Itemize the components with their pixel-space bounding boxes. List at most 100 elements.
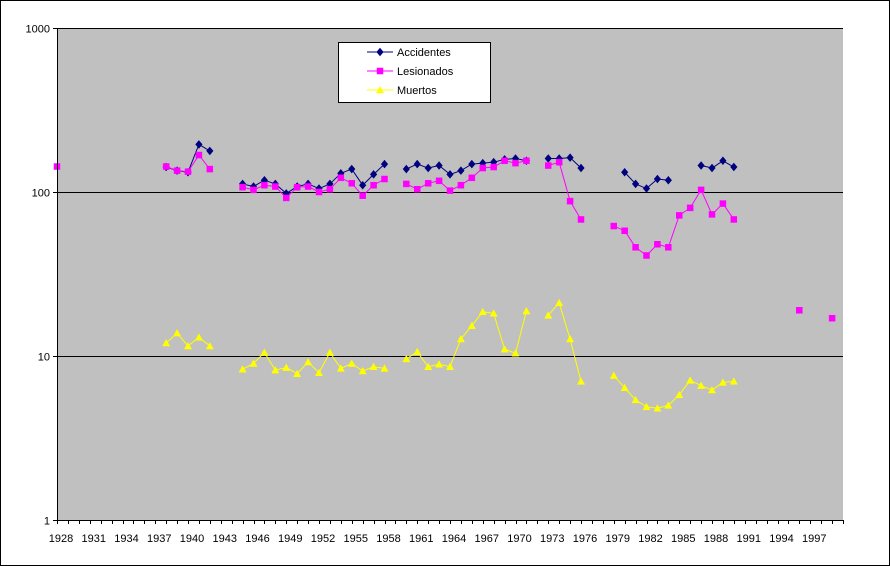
x-tick-label: 1970 [507, 533, 531, 545]
data-point [457, 166, 465, 175]
data-point [282, 363, 291, 371]
data-point [424, 362, 433, 370]
data-point [413, 347, 422, 356]
data-point [435, 161, 443, 170]
data-point [610, 222, 617, 230]
data-point [369, 170, 378, 179]
data-point [304, 183, 312, 190]
legend-item: Lesionados [367, 66, 454, 78]
legend-swatch-marker [376, 47, 384, 57]
data-point [828, 314, 836, 322]
data-point [250, 186, 257, 194]
series-segment [558, 302, 571, 340]
data-point [686, 376, 695, 384]
x-tick-label: 1943 [213, 533, 237, 545]
data-point [708, 211, 716, 218]
data-point [664, 175, 672, 185]
x-tick-label: 1973 [540, 533, 564, 545]
y-tick-label: 100 [32, 188, 50, 200]
x-tick-label: 1988 [704, 533, 728, 545]
y-tick-label: 1 [44, 516, 50, 528]
data-point [424, 180, 432, 187]
data-point [457, 181, 465, 189]
data-point [697, 186, 705, 194]
data-point [173, 328, 182, 337]
data-point [183, 341, 193, 350]
data-point [414, 185, 421, 193]
data-point [479, 164, 486, 172]
data-point [729, 377, 738, 385]
data-point [555, 158, 563, 166]
data-point [697, 161, 705, 170]
data-point [446, 170, 454, 179]
data-point [435, 177, 443, 185]
legend-label: Muertos [397, 85, 437, 97]
data-point [424, 163, 432, 173]
data-point [566, 197, 574, 205]
data-point [643, 252, 650, 259]
data-point [283, 194, 290, 202]
legend-swatch-marker [376, 67, 384, 75]
data-point [195, 151, 203, 159]
data-point [304, 357, 313, 366]
data-point [609, 371, 618, 379]
data-point [205, 341, 214, 350]
x-tick-label: 1985 [671, 533, 695, 545]
data-point [467, 321, 476, 329]
series-segment [318, 352, 331, 374]
data-point [707, 385, 717, 394]
data-point [545, 162, 552, 169]
data-point [261, 181, 268, 189]
data-point [293, 369, 302, 377]
series-segment [449, 338, 462, 367]
x-tick-label: 1955 [344, 533, 368, 545]
series-segment [351, 168, 364, 186]
data-point [238, 365, 247, 373]
data-point [381, 175, 388, 183]
data-point [501, 157, 508, 165]
data-point [522, 306, 531, 315]
data-point [719, 200, 727, 207]
x-tick-label: 1937 [147, 533, 171, 545]
x-tick-label: 1979 [606, 533, 630, 545]
data-point [456, 334, 465, 343]
series-segment [187, 144, 200, 173]
data-point [369, 362, 378, 370]
x-tick-label: 1997 [802, 533, 826, 545]
data-point [665, 244, 672, 251]
data-point [194, 333, 203, 341]
data-point [272, 183, 279, 190]
data-point [642, 184, 651, 193]
data-point [206, 165, 214, 173]
data-point [631, 395, 640, 404]
data-point [370, 181, 377, 189]
data-point [162, 338, 171, 347]
series-segment [558, 162, 571, 202]
data-point [577, 163, 585, 173]
data-point [293, 183, 301, 191]
x-tick-label: 1967 [475, 533, 499, 545]
x-axis-ticks: 1928 1931 1934 1937 1940 1943 1946 1949 1952 1955… [49, 520, 844, 545]
data-point [325, 348, 334, 356]
x-tick-label: 1991 [737, 533, 761, 545]
legend-label: Lesionados [397, 66, 454, 78]
y-tick-label: 1000 [26, 24, 50, 36]
x-tick-label: 1949 [278, 533, 302, 545]
y-axis-ticks: 1 10 100 1000 [26, 24, 57, 528]
series-segment [515, 310, 527, 354]
data-point [500, 345, 509, 353]
x-tick-label: 1946 [245, 533, 269, 545]
x-tick-label: 1961 [409, 533, 433, 545]
data-point [446, 187, 454, 194]
data-point [337, 174, 345, 182]
data-point [260, 348, 269, 356]
legend-item: Muertos [367, 85, 437, 97]
data-point [489, 309, 498, 317]
data-point [403, 180, 410, 188]
data-point [512, 159, 519, 167]
data-point [620, 383, 629, 392]
series-segment [700, 189, 713, 215]
x-tick-label: 1928 [49, 533, 73, 545]
data-point [718, 378, 727, 386]
data-point [478, 307, 487, 316]
